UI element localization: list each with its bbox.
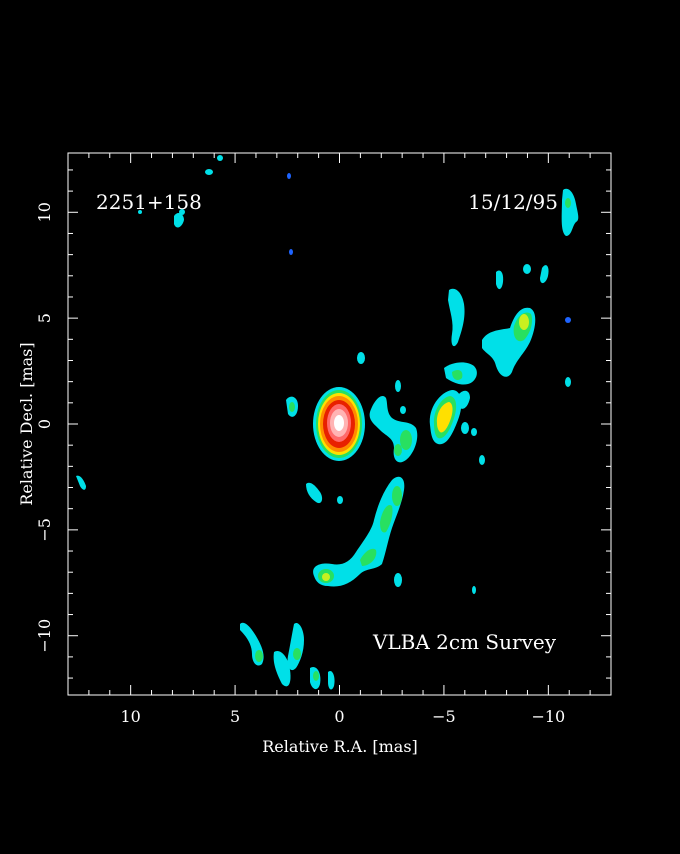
y-tick-label: 0 <box>35 419 54 429</box>
x-axis-label: Relative R.A. [mas] <box>262 737 418 756</box>
radio-emission-map <box>76 155 579 690</box>
x-tick-label: −10 <box>531 707 565 726</box>
y-tick-label: −10 <box>35 619 54 653</box>
isolated-emission-patches <box>76 155 343 504</box>
y-tick-label: 5 <box>35 313 54 323</box>
jet-bottom-knots <box>240 622 335 690</box>
survey-name-label: VLBA 2cm Survey <box>372 630 557 654</box>
radio-core-component <box>313 387 365 461</box>
observation-date-label: 15/12/95 <box>468 190 558 214</box>
x-tick-label: −5 <box>432 707 456 726</box>
jet-southern-arc <box>313 476 476 594</box>
jet-inner-knots <box>357 352 418 463</box>
axis-ticks <box>67 153 612 695</box>
x-tick-label: 0 <box>334 707 344 726</box>
x-tick-labels: 10 5 0 −5 −10 <box>120 707 565 726</box>
x-tick-label: 5 <box>230 707 240 726</box>
y-tick-label: 10 <box>35 202 54 222</box>
x-tick-label: 10 <box>120 707 140 726</box>
jet-component-northwest <box>482 188 579 387</box>
source-name-label: 2251+158 <box>96 190 202 214</box>
y-axis-label: Relative Decl. [mas] <box>17 342 36 505</box>
jet-component-upper <box>429 288 485 465</box>
y-tick-label: −5 <box>35 518 54 542</box>
y-tick-labels: 10 5 0 −5 −10 <box>35 202 54 653</box>
